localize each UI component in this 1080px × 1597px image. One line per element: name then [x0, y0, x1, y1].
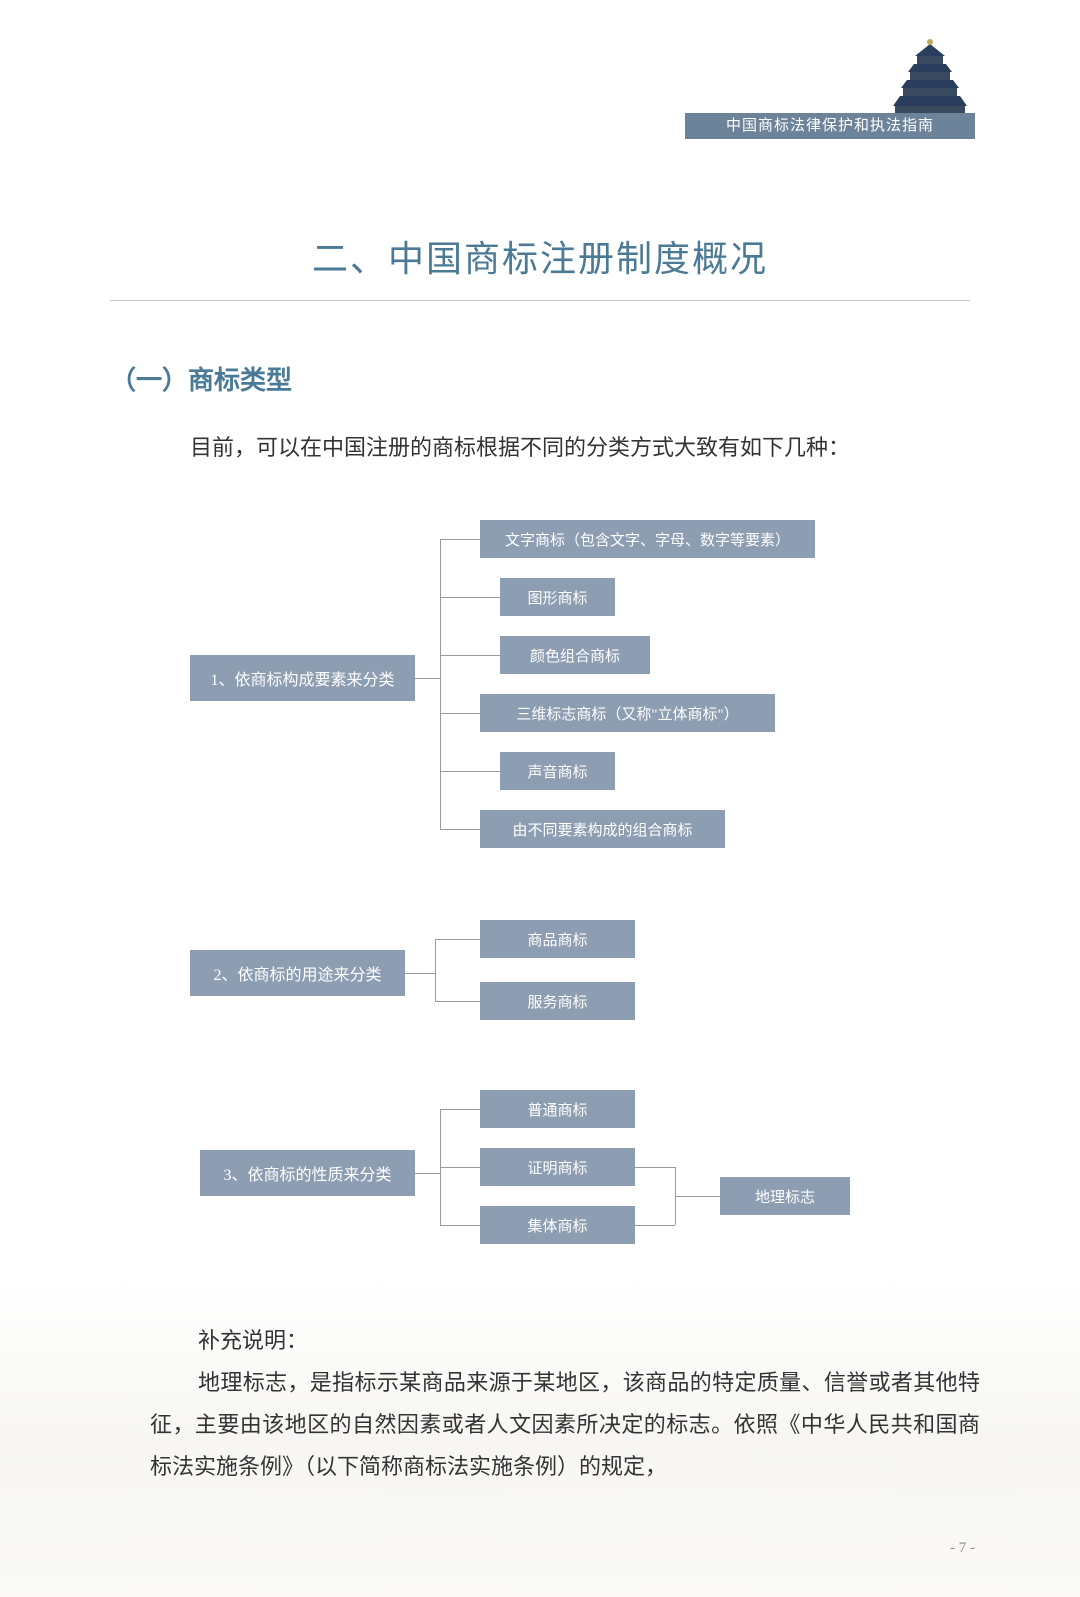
connector [440, 829, 480, 830]
title-underline [110, 300, 970, 301]
connector [440, 771, 500, 772]
body-paragraph: 地理标志，是指标示某商品来源于某地区，该商品的特定质量、信誉或者其他特征，主要由… [150, 1362, 980, 1488]
connector [440, 539, 480, 540]
category-box: 1、依商标构成要素来分类 [190, 655, 415, 701]
supplement-label: 补充说明： [150, 1320, 980, 1362]
diagram-group-1: 1、依商标构成要素来分类 文字商标（包含文字、字母、数字等要素） 图形商标 颜色… [0, 520, 1080, 860]
connector [635, 1225, 675, 1226]
connector [440, 1167, 480, 1168]
subsection-heading: （一）商标类型 [110, 360, 292, 397]
category-box: 2、依商标的用途来分类 [190, 950, 405, 996]
connector [440, 713, 480, 714]
child-box: 图形商标 [500, 578, 615, 616]
connector [435, 939, 436, 1001]
header-banner: 中国商标法律保护和执法指南 [685, 113, 975, 139]
diagram-group-2: 2、依商标的用途来分类 商品商标 服务商标 [0, 920, 1080, 1030]
connector [440, 1109, 480, 1110]
child-box: 集体商标 [480, 1206, 635, 1244]
intro-text: 目前，可以在中国注册的商标根据不同的分类方式大致有如下几种： [190, 430, 980, 465]
connector [415, 1173, 440, 1174]
child-box: 文字商标（包含文字、字母、数字等要素） [480, 520, 815, 558]
category-box: 3、依商标的性质来分类 [200, 1150, 415, 1196]
child-box: 商品商标 [480, 920, 635, 958]
connector [415, 678, 440, 679]
connector [675, 1196, 720, 1197]
connector [440, 597, 500, 598]
connector [435, 1001, 480, 1002]
child-box: 颜色组合商标 [500, 636, 650, 674]
connector [440, 539, 441, 829]
connector [440, 655, 500, 656]
connector [405, 973, 435, 974]
child-box: 由不同要素构成的组合商标 [480, 810, 725, 848]
diagram-group-3: 3、依商标的性质来分类 普通商标 证明商标 集体商标 地理标志 [0, 1090, 1080, 1260]
child-box: 证明商标 [480, 1148, 635, 1186]
page-title: 二、中国商标注册制度概况 [0, 230, 1080, 282]
connector [635, 1167, 675, 1168]
page-number: - 7 - [950, 1540, 975, 1557]
child-box: 普通商标 [480, 1090, 635, 1128]
child-box: 服务商标 [480, 982, 635, 1020]
temple-icon [845, 38, 975, 118]
child-box: 声音商标 [500, 752, 615, 790]
child-box: 三维标志商标（又称"立体商标"） [480, 694, 775, 732]
connector [435, 939, 480, 940]
connector [440, 1225, 480, 1226]
child-box: 地理标志 [720, 1177, 850, 1215]
